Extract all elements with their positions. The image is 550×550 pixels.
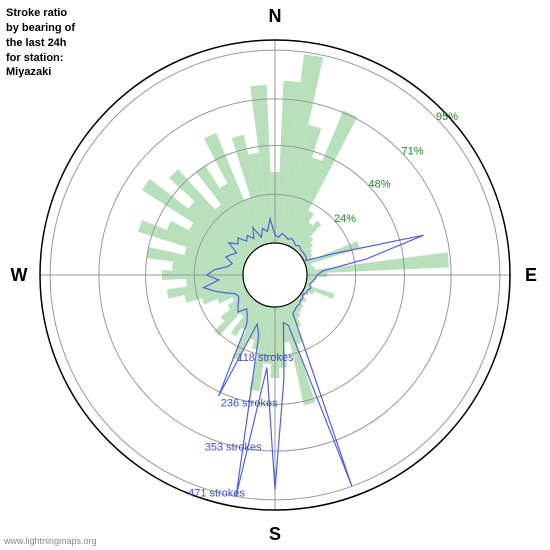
cardinal-N: N [269, 6, 282, 26]
pct-ring-label: 95% [436, 111, 458, 123]
ratio-sector [305, 241, 360, 265]
stroke-ring-label: 353 strokes [205, 442, 262, 454]
center-hole [243, 243, 307, 307]
polar-chart: 24% 48% 71% 95% 118 strokes 236 strokes 353 st… [0, 0, 550, 550]
attribution-footer: www.lightningmaps.org [4, 536, 97, 546]
cardinal-W: W [11, 265, 28, 285]
pct-ring-label: 71% [402, 145, 424, 157]
pct-ring-label: 48% [369, 178, 391, 190]
stroke-ring-label: 471 strokes [188, 487, 245, 499]
cardinal-E: E [525, 265, 537, 285]
pct-ring-label: 24% [334, 213, 356, 225]
stroke-ring-label: 236 strokes [221, 398, 278, 410]
cardinal-S: S [269, 524, 281, 544]
stroke-ring-label: 118 strokes [237, 352, 294, 364]
